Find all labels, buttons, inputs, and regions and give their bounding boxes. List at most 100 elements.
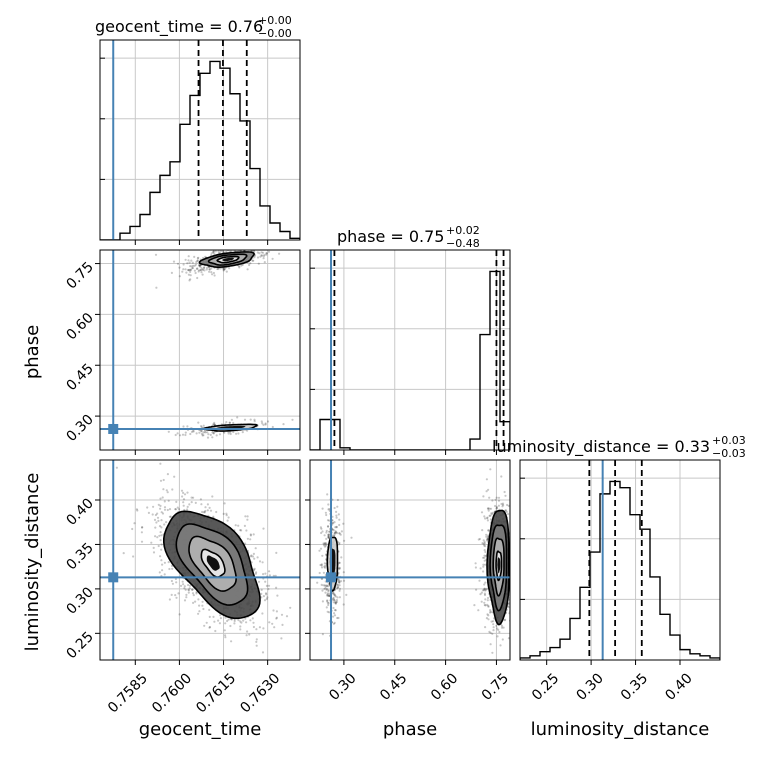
scatter-point — [240, 264, 243, 267]
scatter-point — [340, 556, 343, 559]
scatter-point — [201, 268, 204, 271]
scatter-point — [212, 423, 215, 426]
scatter-point — [199, 264, 202, 267]
scatter-point — [260, 596, 263, 599]
scatter-point — [336, 596, 339, 599]
scatter-point — [227, 432, 230, 435]
scatter-point — [187, 259, 190, 262]
scatter-point — [513, 510, 515, 512]
scatter-point — [240, 621, 243, 624]
scatter-point — [168, 567, 171, 571]
scatter-point — [252, 259, 255, 262]
scatter-point — [213, 421, 216, 424]
scatter-point — [275, 617, 278, 620]
scatter-point — [184, 433, 187, 437]
scatter-point — [335, 526, 338, 529]
scatter-point — [182, 498, 186, 501]
scatter-point — [501, 505, 504, 508]
scatter-point — [231, 245, 233, 247]
scatter-point — [485, 587, 488, 591]
scatter-point — [228, 267, 231, 270]
scatter-point — [342, 579, 346, 582]
scatter-point — [473, 604, 476, 607]
scatter-point — [504, 618, 507, 621]
panel-frame — [99, 459, 301, 661]
scatter-point — [328, 611, 331, 614]
y-tick-label: 0.30 — [63, 584, 96, 617]
scatter-point — [189, 265, 192, 268]
scatter-point — [190, 496, 193, 499]
scatter-point — [497, 499, 501, 502]
y-tick-label: 0.40 — [63, 496, 96, 529]
scatter-point — [333, 532, 336, 535]
histogram-step — [310, 270, 510, 450]
scatter-point — [206, 503, 209, 506]
scatter-point — [337, 585, 340, 589]
scatter-point — [157, 544, 160, 548]
scatter-point — [275, 551, 278, 555]
scatter-point — [327, 503, 330, 506]
scatter-point — [209, 509, 213, 512]
scatter-point — [217, 267, 220, 271]
scatter-point — [334, 595, 337, 598]
scatter-point — [324, 585, 327, 588]
scatter-point — [235, 247, 237, 249]
scatter-point — [186, 425, 189, 428]
scatter-point — [196, 259, 199, 262]
scatter-point — [335, 600, 338, 604]
scatter-point — [189, 268, 192, 271]
scatter-point — [343, 539, 346, 542]
scatter-point — [516, 554, 518, 556]
scatter-point — [167, 430, 170, 433]
scatter-point — [484, 545, 487, 548]
scatter-point — [200, 429, 203, 432]
scatter-point — [237, 619, 240, 622]
scatter-point — [197, 269, 201, 272]
scatter-point — [254, 547, 257, 550]
scatter-point — [336, 616, 339, 620]
scatter-point — [484, 588, 487, 591]
scatter-point — [481, 542, 484, 545]
scatter-point — [325, 529, 328, 532]
scatter-point — [212, 431, 215, 435]
scatter-point — [487, 618, 490, 621]
y-tick-label: 0.75 — [63, 259, 96, 292]
scatter-point — [260, 420, 263, 423]
scatter-point — [482, 556, 485, 559]
scatter-point — [168, 508, 172, 511]
scatter-point — [203, 430, 206, 433]
scatter-point — [515, 588, 517, 590]
scatter-point — [486, 516, 489, 519]
scatter-point — [342, 571, 345, 574]
scatter-point — [332, 622, 335, 625]
scatter-point — [479, 593, 482, 596]
scatter-point — [253, 250, 256, 253]
truth-marker — [108, 572, 119, 583]
scatter-point — [239, 628, 242, 631]
scatter-point — [225, 514, 228, 517]
scatter-point — [342, 522, 345, 525]
scatter-point — [169, 515, 172, 518]
scatter-point — [516, 562, 518, 564]
scatter-point — [485, 617, 488, 620]
scatter-point — [483, 515, 486, 518]
scatter-point — [249, 262, 252, 265]
scatter-point — [168, 515, 171, 518]
scatter-point — [340, 530, 343, 533]
density-core — [206, 555, 220, 571]
scatter-point — [223, 629, 226, 632]
scatter-point — [481, 529, 484, 532]
scatter-point — [160, 543, 163, 546]
scatter-point — [259, 255, 262, 258]
scatter-point — [487, 604, 490, 608]
title-phase: phase = 0.75 — [337, 227, 444, 246]
scatter-point — [210, 252, 213, 255]
scatter-point — [155, 286, 158, 289]
scatter-point — [171, 582, 174, 585]
scatter-point — [262, 573, 265, 576]
scatter-point — [333, 593, 336, 596]
scatter-point — [320, 563, 323, 566]
scatter-point — [511, 607, 513, 609]
scatter-point — [208, 625, 212, 629]
scatter-point — [250, 554, 253, 557]
